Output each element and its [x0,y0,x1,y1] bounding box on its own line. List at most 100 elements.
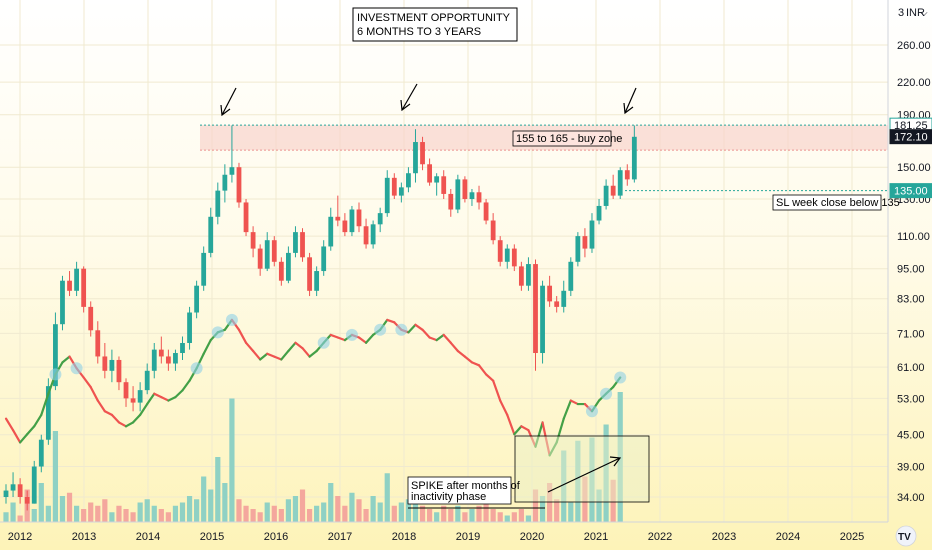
rsi-segment [26,425,36,436]
candle-body [561,290,567,307]
candle-body [448,193,454,210]
volume-bar [38,483,44,522]
price-tick-label: 110.00 [897,231,930,243]
time-tick-label: 2016 [264,531,288,543]
time-tick-label: 2023 [712,531,736,543]
rsi-line [4,318,622,457]
volume-bar [356,499,362,522]
rsi-segment [386,318,396,324]
rsi-segment [336,336,346,342]
volume-bar [490,509,496,522]
candle-body [88,306,94,331]
rsi-segment [4,417,15,432]
candle-body [229,167,235,175]
volume-bar [102,499,108,522]
candle-body [610,185,616,196]
price-tag-box [889,129,932,145]
candle-body [363,226,369,245]
rsi-segment [61,355,71,364]
volume-bar [165,512,171,522]
volume-bar [539,496,546,522]
candle-body [67,280,72,291]
price-axis-currency: INR [906,7,925,19]
volume-bar [525,515,532,522]
candle-body [74,268,79,291]
candle-body [398,187,404,196]
peak-highlight [49,368,62,381]
candle-body [201,252,207,286]
rsi-segment [357,336,368,344]
spike-box [514,435,650,503]
volume-bar [518,509,524,522]
time-tick-label: 2015 [200,531,224,543]
tradingview-logo-badge [895,525,917,547]
title-box[interactable]: INVESTMENT OPPORTUNITY 6 MONTHS TO 3 YEA… [352,7,518,42]
candle-body [342,220,348,233]
rsi-segment [477,364,488,376]
title-line-1: INVESTMENT OPPORTUNITY [357,12,511,24]
candle-body [497,240,503,262]
candle-body [102,356,108,371]
price-tag-label: 172.10 [894,132,928,144]
volume-bar [292,496,299,522]
candle-body [194,285,200,313]
spike-label-line-1: SPIKE after months of [411,480,521,492]
volume-bar [377,502,383,522]
candle-body [17,484,23,497]
candle-body [533,264,538,354]
volume-bar [405,499,412,522]
volume-bar [568,502,574,522]
arrow-head [623,102,634,115]
tradingview-logo[interactable]: TV [895,525,917,547]
trend-arrow-head [609,456,622,467]
volume-bar [427,509,433,522]
peak-highlight [345,328,358,341]
stop-loss-label[interactable]: SL week close below 135 [772,194,900,211]
volume-bar [109,512,115,522]
price-tick-label: 95.00 [897,264,925,276]
rsi-segment [364,333,375,344]
volume-bar [186,496,193,522]
candle-body [173,353,178,364]
candle-body [441,176,447,194]
candle-body [81,268,87,307]
candle-body [631,136,637,180]
rsi-segment [266,352,276,358]
time-tick-label: 2013 [72,531,96,543]
peak-highlight [317,336,330,349]
candle-body [504,248,510,262]
rsi-segment [520,425,530,432]
volume-bar [335,496,341,522]
price-tick-label: 260.00 [897,40,931,52]
peak-highlight [585,405,598,418]
volume-bar [130,512,136,522]
rsi-segment [89,385,99,402]
price-tag-label: 135.00 [894,186,928,198]
rsi-segment [484,373,495,382]
volume-bar [412,492,419,522]
rsi-segment [252,349,262,361]
rsi-segment [174,389,184,399]
rsi-segment [124,421,135,428]
rsi-segment [202,339,212,355]
title-line-2: 6 MONTHS TO 3 YEARS [357,26,481,38]
spike-label[interactable]: SPIKE after months of inactivity phase [407,476,521,505]
volume-bar [45,505,51,522]
candle-body [53,324,58,387]
rsi-segment [456,349,466,358]
buy-zone-label[interactable]: 155 to 165 - buy zone [512,130,622,147]
candle-body [582,236,588,249]
time-axis[interactable]: 2012 2013 2014 2015 2016 2017 2018 2019 2020 2021… [0,521,888,543]
candle-body [144,370,150,391]
volume-bar [398,502,404,522]
rsi-segment [237,328,248,344]
candle-body [264,240,270,269]
rsi-segment [153,392,163,399]
price-axis-settings-icon[interactable]: ⌵ [920,8,928,19]
rsi-segment [470,361,481,367]
rsi-segment [569,399,579,406]
candle-body [321,246,327,272]
